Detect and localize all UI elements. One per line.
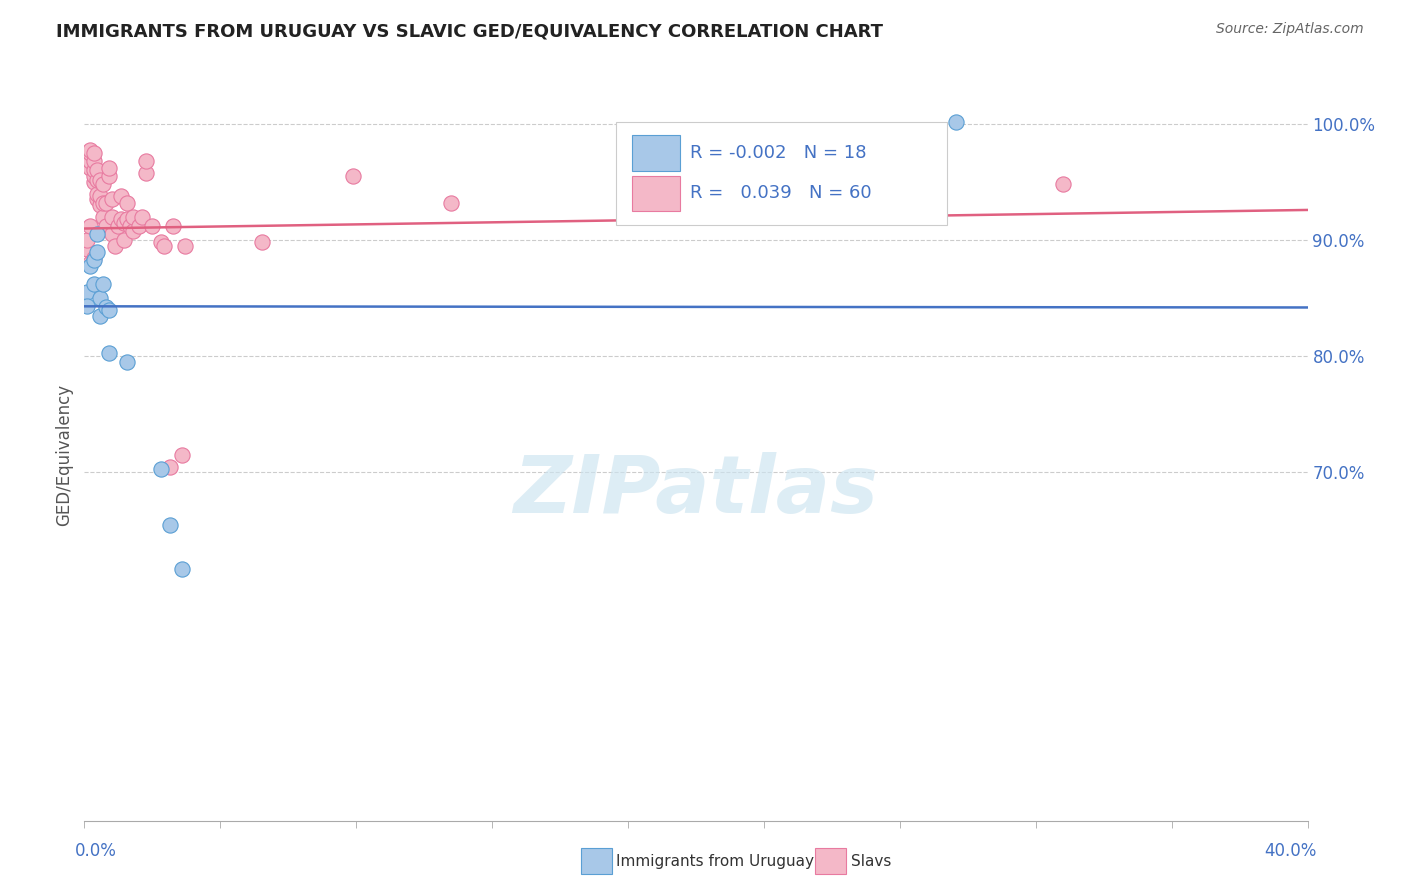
- Point: [110, 189, 132, 203]
- Point: [107, 219, 129, 234]
- Text: Source: ZipAtlas.com: Source: ZipAtlas.com: [1216, 22, 1364, 37]
- Text: Slavs: Slavs: [851, 855, 891, 869]
- Point: [174, 239, 197, 253]
- Point: [79, 161, 101, 176]
- Point: [86, 244, 108, 259]
- Point: [135, 166, 157, 180]
- Point: [79, 259, 101, 273]
- Point: [101, 193, 124, 207]
- Point: [79, 256, 101, 270]
- Text: 40.0%: 40.0%: [1264, 841, 1317, 860]
- Point: [149, 462, 172, 476]
- Point: [83, 169, 105, 184]
- Point: [112, 216, 135, 230]
- Point: [440, 196, 463, 211]
- Point: [101, 227, 124, 242]
- Point: [97, 302, 120, 317]
- Point: [172, 562, 194, 576]
- Text: R =   0.039   N = 60: R = 0.039 N = 60: [690, 184, 872, 202]
- Point: [97, 169, 120, 184]
- Point: [83, 252, 105, 267]
- Point: [149, 235, 172, 250]
- Point: [153, 239, 176, 253]
- Point: [115, 355, 138, 369]
- Point: [91, 210, 114, 224]
- FancyBboxPatch shape: [633, 136, 681, 171]
- Point: [83, 146, 105, 161]
- Point: [86, 173, 108, 187]
- Text: IMMIGRANTS FROM URUGUAY VS SLAVIC GED/EQUIVALENCY CORRELATION CHART: IMMIGRANTS FROM URUGUAY VS SLAVIC GED/EQ…: [56, 22, 883, 40]
- Point: [250, 235, 273, 250]
- Point: [89, 309, 111, 323]
- Point: [115, 196, 138, 211]
- Point: [120, 219, 142, 234]
- Text: 0.0%: 0.0%: [75, 841, 117, 860]
- Point: [128, 219, 150, 234]
- Point: [654, 178, 676, 192]
- Text: ZIPatlas: ZIPatlas: [513, 452, 879, 531]
- FancyBboxPatch shape: [616, 122, 946, 225]
- Point: [83, 154, 105, 169]
- Point: [101, 210, 124, 224]
- Point: [83, 175, 105, 189]
- Point: [141, 219, 163, 234]
- Point: [79, 143, 101, 157]
- Point: [112, 233, 135, 247]
- Point: [159, 517, 181, 532]
- Point: [342, 169, 364, 184]
- Text: R = -0.002   N = 18: R = -0.002 N = 18: [690, 144, 866, 161]
- Point: [76, 285, 98, 300]
- Point: [97, 345, 120, 359]
- Point: [945, 114, 967, 128]
- Point: [94, 196, 117, 211]
- Y-axis label: GED/Equivalency: GED/Equivalency: [55, 384, 73, 526]
- Point: [94, 301, 117, 315]
- Point: [91, 178, 114, 192]
- Point: [86, 186, 108, 201]
- Point: [86, 163, 108, 178]
- Point: [76, 299, 98, 313]
- Point: [97, 161, 120, 176]
- Point: [83, 277, 105, 292]
- Point: [76, 146, 98, 161]
- Point: [131, 210, 153, 224]
- Point: [79, 154, 101, 169]
- Point: [115, 212, 138, 227]
- Point: [83, 163, 105, 178]
- Point: [76, 243, 98, 257]
- Point: [89, 173, 111, 187]
- Point: [122, 210, 145, 224]
- Point: [76, 233, 98, 247]
- Point: [76, 149, 98, 163]
- Point: [89, 198, 111, 212]
- Point: [91, 277, 114, 292]
- Point: [162, 219, 184, 234]
- Point: [83, 251, 105, 265]
- Point: [172, 448, 194, 462]
- Text: Immigrants from Uruguay: Immigrants from Uruguay: [616, 855, 814, 869]
- Point: [104, 239, 127, 253]
- Point: [79, 219, 101, 234]
- Point: [94, 219, 117, 234]
- Point: [135, 154, 157, 169]
- Point: [1052, 178, 1074, 192]
- Point: [89, 189, 111, 203]
- Point: [91, 196, 114, 211]
- Point: [79, 146, 101, 161]
- Point: [89, 291, 111, 305]
- Point: [110, 212, 132, 227]
- FancyBboxPatch shape: [633, 176, 681, 211]
- Point: [159, 459, 181, 474]
- Point: [86, 193, 108, 207]
- Point: [86, 227, 108, 242]
- Point: [122, 224, 145, 238]
